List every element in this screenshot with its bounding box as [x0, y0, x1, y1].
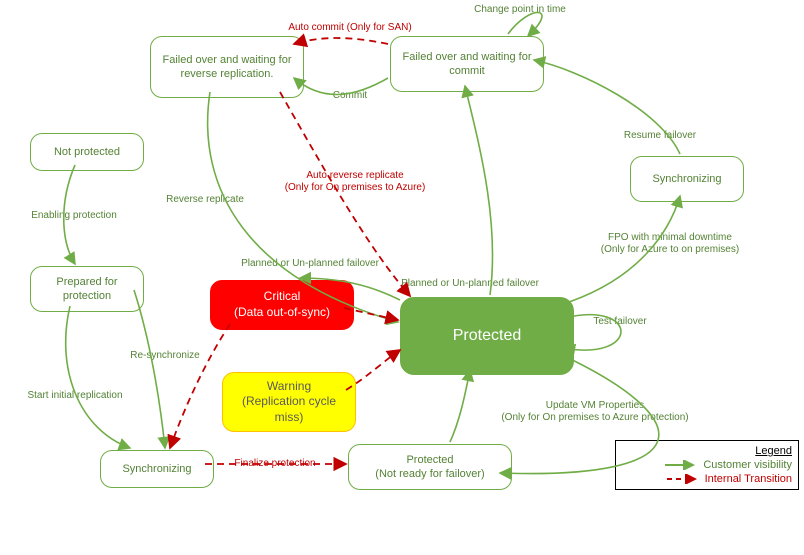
node-failed-wait-reverse: Failed over and waiting for reverse repl…	[150, 36, 304, 98]
label-resynchronize: Re-synchronize	[110, 350, 220, 362]
legend-customer-label: Customer visibility	[703, 459, 792, 471]
label-test-failover: Test failover	[570, 316, 670, 328]
label-finalize-protection: Finalize protection	[210, 458, 340, 470]
legend-row-customer: Customer visibility	[622, 459, 792, 471]
node-critical: Critical (Data out-of-sync)	[210, 280, 354, 330]
legend-title: Legend	[622, 445, 792, 457]
label-update-vm-props: Update VM Properties (Only for On premis…	[460, 400, 730, 423]
node-not-protected: Not protected	[30, 133, 144, 171]
node-synchronizing-right: Synchronizing	[630, 156, 744, 202]
node-protected-not-ready: Protected (Not ready for failover)	[348, 444, 512, 490]
node-protected: Protected	[400, 297, 574, 375]
label-start-initial-replication: Start initial replication	[0, 390, 150, 402]
legend: Legend Customer visibility Internal Tran…	[615, 440, 799, 490]
label-enabling-protection: Enabling protection	[14, 210, 134, 222]
label-planned-unplanned-1: Planned or Un-planned failover	[210, 258, 410, 270]
label-change-point-in-time: Change point in time	[440, 4, 600, 16]
node-failed-wait-commit: Failed over and waiting for commit	[390, 36, 544, 92]
node-synchronizing-left: Synchronizing	[100, 450, 214, 488]
label-commit: Commit	[310, 90, 390, 102]
node-warning: Warning (Replication cycle miss)	[222, 372, 356, 432]
label-fpo-min-downtime: FPO with minimal downtime (Only for Azur…	[560, 232, 780, 255]
label-planned-unplanned-2: Planned or Un-planned failover	[370, 278, 570, 290]
label-reverse-replicate: Reverse replicate	[140, 194, 270, 206]
label-resume-failover: Resume failover	[600, 130, 720, 142]
legend-row-internal: Internal Transition	[622, 473, 792, 485]
node-prepared-for-protection: Prepared for protection	[30, 266, 144, 312]
legend-internal-label: Internal Transition	[705, 473, 792, 485]
label-auto-commit: Auto commit (Only for SAN)	[250, 22, 450, 34]
label-auto-reverse-replicate: Auto reverse replicate (Only for On prem…	[250, 170, 460, 193]
